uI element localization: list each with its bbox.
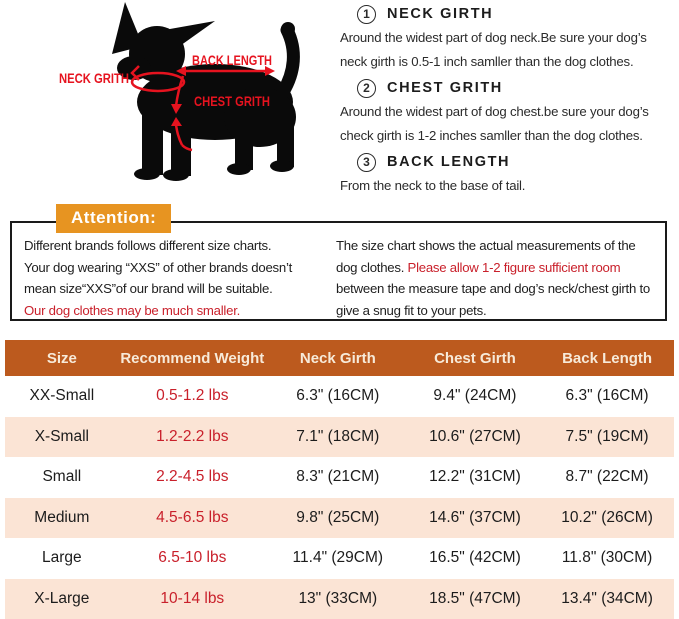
column-header-neck: Neck Girth [299,349,376,367]
neck-cell: 8.3" (21CM) [296,468,380,486]
column-header-size: Size [46,349,77,367]
attention-badge: Attention: [56,204,172,233]
weight-cell: 10-14 lbs [160,589,225,607]
dog-silhouette [112,2,300,181]
table-row-x-small: X-Small 1.2-2.2 lbs 7.1" (18CM) 10.6" (2… [5,416,674,457]
chest-cell: 14.6" (37CM) [429,508,521,526]
attention-right-part2: between the measure tape and dog’s neck/… [336,281,650,318]
weight-cell: 1.2-2.2 lbs [156,427,229,445]
attention-left-column: Different brands follows different size … [24,235,320,319]
guide-item-heading: 2 CHEST GRITH [340,77,678,99]
back-cell: 13.4" (34CM) [561,589,653,607]
guide-item-description: Around the widest part of dog chest.be s… [340,104,649,143]
neck-girth-line [130,71,186,93]
circled-number-icon: 1 [357,4,376,24]
size-cell: XX-Small [29,387,95,405]
neck-cell: 11.4" (29CM) [292,549,384,567]
guide-item-title: CHEST GRITH [387,80,503,96]
size-table: Size Recommend Weight Neck Girth Chest G… [5,340,674,619]
table-row-small: Small 2.2-4.5 lbs 8.3" (21CM) 12.2" (31C… [5,457,674,498]
column-header-back: Back Length [562,349,653,367]
chest-cell: 18.5" (47CM) [429,589,521,607]
chest-cell: 10.6" (27CM) [429,427,521,445]
back-cell: 7.5" (19CM) [565,427,649,445]
guide-item-description: Around the widest part of dog neck.Be su… [340,30,647,69]
back-cell: 10.2" (26CM) [561,508,653,526]
back-cell: 8.7" (22CM) [565,468,649,486]
neck-cell: 13" (33CM) [298,589,378,607]
neck-girth-label: NECK GRITH [59,71,129,86]
table-row-xx-small: XX-Small 0.5-1.2 lbs 6.3" (16CM) 9.4" (2… [5,376,674,417]
guide-item-neck-girth: 1 NECK GIRTH Around the widest part of d… [340,3,678,74]
attention-left-text: Different brands follows different size … [24,238,293,296]
chest-cell: 9.4" (24CM) [433,387,517,405]
attention-left-warning: Our dog clothes may be much smaller. [24,302,241,318]
size-cell: Small [42,468,82,486]
chest-arrow-upper [174,75,185,107]
chest-cell: 12.2" (31CM) [429,468,521,486]
back-cell: 6.3" (16CM) [565,387,649,405]
size-cell: X-Large [34,589,90,607]
attention-right-column: The size chart shows the actual measurem… [336,235,655,319]
column-header-weight: Recommend Weight [120,349,265,367]
attention-right-text: The size chart shows the actual measurem… [336,235,655,321]
size-table-header: Size Recommend Weight Neck Girth Chest G… [5,340,674,376]
neck-cell: 7.1" (18CM) [296,427,380,445]
table-row-x-large: X-Large 10-14 lbs 13" (33CM) 18.5" (47CM… [5,578,674,619]
column-header-chest: Chest Girth [434,349,516,367]
circled-number-icon: 3 [357,152,376,172]
arrowheads [171,66,275,126]
table-row-medium: Medium 4.5-6.5 lbs 9.8" (25CM) 14.6" (37… [5,497,674,538]
size-cell: Large [42,549,82,567]
guide-item-heading: 1 NECK GIRTH [340,3,678,25]
weight-cell: 0.5-1.2 lbs [156,387,229,405]
chest-cell: 16.5" (42CM) [429,549,521,567]
dog-measurement-figure: NECK GRITH BACK LENGTH CHEST GRITH [55,2,320,200]
weight-cell: 6.5-10 lbs [158,549,227,567]
guide-item-heading: 3 BACK LENGTH [340,151,678,173]
attention-box: Different brands follows different size … [10,221,667,321]
guide-item-back-length: 3 BACK LENGTH From the neck to the base … [340,151,678,198]
circled-number-icon: 2 [357,78,376,98]
guide-item-chest-girth: 2 CHEST GRITH Around the widest part of … [340,77,678,148]
attention-right-highlight: Please allow 1-2 figure sufficient room [407,259,621,275]
back-length-label: BACK LENGTH [192,53,272,68]
attention-right-part1: The size chart shows the actual measurem… [336,238,636,275]
attention-section: Attention: Different brands follows diff… [10,204,669,322]
chest-arrow-lower [174,124,193,152]
size-cell: X-Small [34,427,89,445]
guide-item-title: BACK LENGTH [387,154,511,170]
size-cell: Medium [34,508,90,526]
measure-guide: 1 NECK GIRTH Around the widest part of d… [340,3,678,201]
chest-girth-label: CHEST GRITH [194,94,270,109]
guide-item-description: From the neck to the base of tail. [340,178,526,193]
weight-cell: 4.5-6.5 lbs [156,508,229,526]
dog-silhouette-diagram: NECK GRITH BACK LENGTH CHEST GRITH [59,2,300,181]
back-cell: 11.8" (30CM) [561,549,653,567]
measurement-annotations [130,65,267,152]
guide-item-title: NECK GIRTH [387,6,494,22]
neck-label-pointer-icon [130,65,140,81]
weight-cell: 2.2-4.5 lbs [156,468,229,486]
neck-cell: 9.8" (25CM) [296,508,380,526]
table-row-large: Large 6.5-10 lbs 11.4" (29CM) 16.5" (42C… [5,538,674,579]
neck-cell: 6.3" (16CM) [296,387,380,405]
